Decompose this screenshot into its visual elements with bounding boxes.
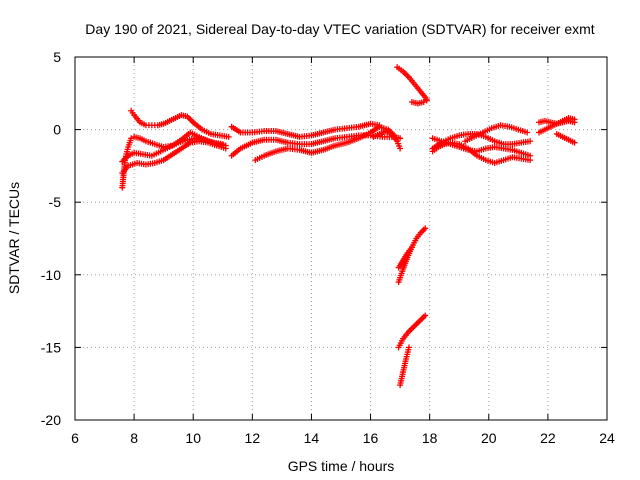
grid-lines	[75, 57, 607, 420]
x-tick-label: 8	[130, 430, 138, 446]
series-track-j	[408, 97, 430, 107]
series-track-b	[119, 135, 226, 165]
series-track-u	[553, 130, 578, 146]
data-point	[408, 244, 415, 251]
data-point	[405, 344, 412, 351]
series-track-g	[252, 123, 398, 164]
y-tick-label: 0	[53, 122, 61, 138]
series-track-i	[394, 64, 430, 103]
data-point	[524, 129, 531, 136]
series-track-r	[462, 122, 531, 145]
y-tick-label: 5	[53, 49, 61, 65]
data-point	[422, 312, 429, 319]
x-tick-label: 6	[71, 430, 79, 446]
y-tick-label: -5	[49, 194, 62, 210]
series-track-n	[397, 344, 412, 389]
data-point	[225, 133, 232, 140]
x-tick-label: 14	[304, 430, 320, 446]
series-track-l	[395, 244, 415, 271]
data-point	[397, 135, 404, 142]
data-point	[527, 152, 534, 159]
series-track-h	[370, 128, 404, 152]
chart-title: Day 190 of 2021, Sidereal Day-to-day VTE…	[85, 21, 594, 37]
series-track-c	[119, 138, 229, 177]
x-tick-label: 10	[185, 430, 201, 446]
series-track-q	[429, 130, 534, 152]
y-axis-label: SDTVAR / TECUs	[6, 182, 22, 294]
data-point	[397, 145, 404, 152]
data-point	[527, 138, 534, 145]
y-tick-label: -15	[41, 339, 61, 355]
x-tick-label: 22	[540, 430, 556, 446]
data-point	[571, 139, 578, 146]
data-point	[422, 225, 429, 232]
series-track-t	[536, 114, 578, 136]
x-tick-label: 24	[599, 430, 615, 446]
x-tick-label: 18	[422, 430, 438, 446]
x-axis-label: GPS time / hours	[288, 458, 395, 474]
x-tick-label: 12	[245, 430, 261, 446]
plot-frame	[74, 56, 608, 421]
y-tick-label: -20	[41, 412, 61, 428]
series-track-e	[228, 120, 383, 140]
series-track-k	[395, 225, 429, 286]
data-point	[222, 145, 229, 152]
x-tick-label: 16	[363, 430, 379, 446]
data-point	[423, 97, 430, 104]
x-tick-label: 20	[481, 430, 497, 446]
series-track-m	[395, 312, 429, 351]
series-track-a	[119, 129, 229, 191]
data-point	[571, 116, 578, 123]
axis-ticks: 6 8 10 12 14 16 18 20 22 24 5 0 -5 -10 -15 -20	[41, 49, 615, 446]
series-track-d	[128, 107, 232, 140]
y-tick-label: -10	[41, 267, 61, 283]
data-points	[119, 64, 578, 389]
